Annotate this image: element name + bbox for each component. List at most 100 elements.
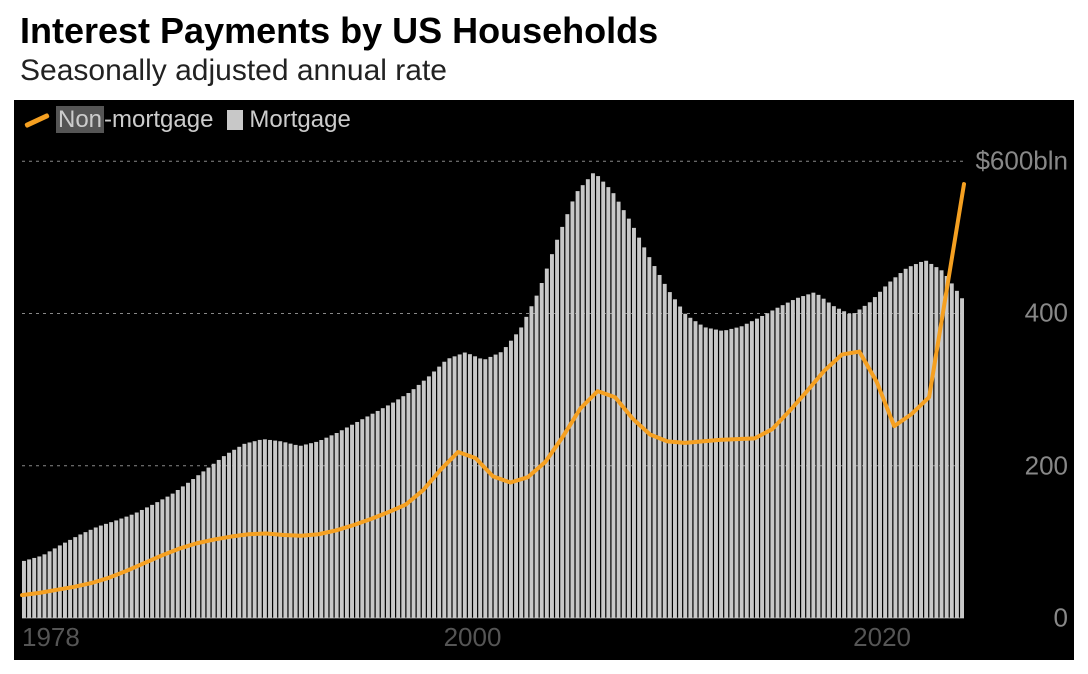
mortgage-bar: [350, 425, 354, 618]
mortgage-bar: [422, 381, 426, 618]
mortgage-bar: [519, 327, 523, 618]
mortgage-bar: [955, 291, 959, 618]
mortgage-bar: [37, 556, 41, 618]
mortgage-bar: [458, 354, 462, 618]
legend-mortgage-label: Mortgage: [249, 106, 350, 134]
mortgage-bar: [878, 292, 882, 618]
mortgage-bar: [960, 298, 964, 618]
mortgage-bar: [473, 356, 477, 618]
mortgage-bar: [345, 427, 349, 618]
mortgage-bar: [176, 490, 180, 618]
mortgage-bar: [125, 517, 129, 618]
mortgage-bar: [555, 240, 559, 618]
mortgage-bar: [755, 319, 759, 618]
mortgage-bar: [950, 283, 954, 618]
plot-area: 0200400$600bln: [14, 140, 1074, 620]
mortgage-bar: [776, 308, 780, 618]
mortgage-bar: [893, 277, 897, 618]
mortgage-bar: [478, 358, 482, 618]
mortgage-bar: [535, 296, 539, 618]
mortgage-bar: [304, 444, 308, 618]
mortgage-bar: [104, 524, 108, 618]
mortgage-bar: [463, 353, 467, 618]
mortgage-bar: [617, 202, 621, 618]
mortgage-bar: [612, 193, 616, 618]
mortgage-bar: [499, 352, 503, 618]
mortgage-bar: [253, 441, 257, 618]
mortgage-bar: [883, 286, 887, 618]
mortgage-bar: [509, 341, 513, 618]
mortgage-bar: [437, 367, 441, 618]
mortgage-bar: [791, 300, 795, 618]
mortgage-bar: [540, 283, 544, 618]
mortgage-bar: [248, 442, 252, 618]
mortgage-bar: [447, 358, 451, 618]
mortgage-bar: [796, 298, 800, 618]
mortgage-bar: [704, 327, 708, 618]
mortgage-bar: [186, 483, 190, 618]
mortgage-bar: [847, 314, 851, 618]
mortgage-bar: [514, 334, 518, 618]
mortgage-bar: [735, 328, 739, 618]
mortgage-bar: [94, 527, 98, 618]
mortgage-bar: [806, 294, 810, 618]
bar-swatch-icon: [227, 110, 243, 130]
mortgage-bar: [745, 324, 749, 618]
line-swatch-icon: [24, 112, 50, 128]
mortgage-bar: [945, 276, 949, 618]
mortgage-bar: [171, 494, 175, 618]
mortgage-bar: [417, 385, 421, 618]
mortgage-bar: [324, 438, 328, 618]
mortgage-bar: [673, 299, 677, 618]
mortgage-bar: [550, 254, 554, 618]
mortgage-bar: [822, 299, 826, 618]
mortgage-bar: [668, 292, 672, 618]
mortgage-bar: [299, 446, 303, 618]
mortgage-bar: [919, 262, 923, 618]
mortgage-bar: [663, 284, 667, 618]
mortgage-bar: [909, 266, 913, 618]
mortgage-bar: [432, 372, 436, 619]
mortgage-bar: [653, 266, 657, 618]
x-tick-label: 1978: [22, 622, 80, 653]
mortgage-bar: [719, 331, 723, 618]
mortgage-bar: [309, 443, 313, 618]
legend-mortgage: Mortgage: [227, 106, 350, 134]
mortgage-bar: [576, 191, 580, 618]
mortgage-bar: [427, 376, 431, 618]
mortgage-bar: [524, 317, 528, 618]
mortgage-bar: [273, 441, 277, 618]
mortgage-bar: [58, 545, 62, 618]
mortgage-bar: [760, 316, 764, 618]
mortgage-bar: [237, 447, 241, 618]
mortgage-bar: [335, 433, 339, 618]
mortgage-bar: [258, 440, 262, 618]
mortgage-bar: [289, 444, 293, 618]
mortgage-bar: [63, 543, 67, 618]
mortgage-bar: [232, 450, 236, 618]
mortgage-bar: [360, 419, 364, 618]
mortgage-bar: [688, 318, 692, 618]
mortgage-bar: [545, 269, 549, 618]
mortgage-bar: [494, 355, 498, 618]
mortgage-bar: [904, 269, 908, 618]
x-axis: 197820002020: [14, 620, 1074, 660]
mortgage-bar: [268, 440, 272, 618]
mortgage-bar: [242, 444, 246, 618]
legend-highlight: Non: [56, 106, 104, 133]
mortgage-bar: [191, 479, 195, 618]
mortgage-bar: [355, 422, 359, 618]
mortgage-bar: [863, 306, 867, 618]
y-tick-label: $600bln: [975, 146, 1068, 177]
mortgage-bar: [934, 267, 938, 618]
mortgage-bar: [914, 264, 918, 618]
mortgage-bar: [622, 210, 626, 618]
mortgage-bar: [365, 416, 369, 618]
mortgage-bar: [442, 362, 446, 618]
mortgage-bar: [27, 559, 31, 618]
mortgage-bar: [694, 321, 698, 618]
mortgage-bar: [852, 313, 856, 618]
mortgage-bar: [201, 471, 205, 618]
mortgage-bar: [529, 306, 533, 618]
mortgage-bar: [278, 441, 282, 618]
